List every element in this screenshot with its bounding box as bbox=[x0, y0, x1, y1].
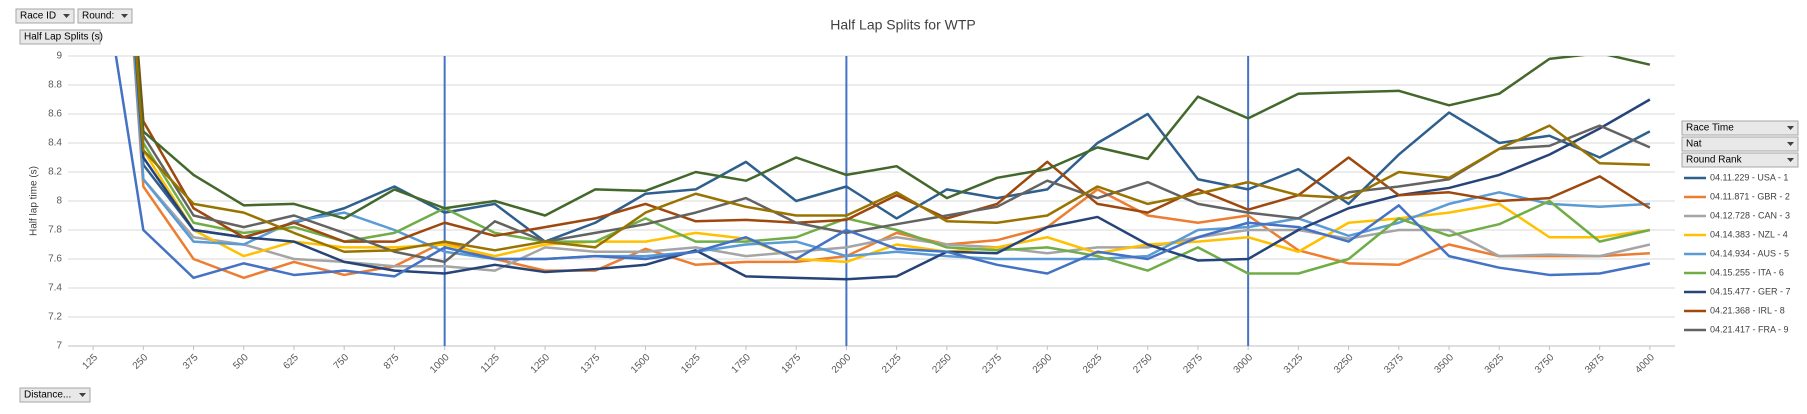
x-tick-label: 2625 bbox=[1081, 352, 1105, 376]
button-face[interactable] bbox=[1681, 136, 1799, 152]
button-face[interactable] bbox=[19, 387, 91, 403]
series-line bbox=[114, 56, 1651, 280]
x-tick-label: 1750 bbox=[729, 352, 753, 376]
button-face[interactable] bbox=[1681, 152, 1799, 168]
y-tick-label: 7.2 bbox=[48, 312, 62, 323]
dropdown-arrow[interactable] bbox=[121, 14, 128, 18]
y-tick-label: 7.6 bbox=[48, 254, 62, 265]
x-tick-label: 625 bbox=[281, 352, 301, 372]
dropdown-arrow[interactable] bbox=[1787, 142, 1794, 146]
button-face[interactable] bbox=[19, 29, 101, 45]
x-tick-label: 750 bbox=[332, 352, 352, 372]
button-label[interactable]: Race ID bbox=[20, 11, 56, 22]
x-tick-label: 1500 bbox=[629, 352, 653, 376]
x-tick-label: 3000 bbox=[1232, 352, 1256, 376]
legend-label: 04.14.383 - NZL - 4 bbox=[1710, 229, 1788, 239]
series-line bbox=[134, 56, 1651, 243]
plot-lines bbox=[114, 56, 1651, 281]
field-button[interactable]: Half Lap Splits (s) bbox=[19, 29, 103, 45]
legend-label: 04.21.417 - FRA - 9 bbox=[1710, 324, 1789, 334]
button-label[interactable]: Nat bbox=[1686, 139, 1702, 150]
y-tick-label: 8.6 bbox=[48, 109, 62, 120]
x-tick-label: 125 bbox=[81, 352, 101, 372]
button-label[interactable]: Half Lap Splits (s) bbox=[24, 32, 103, 43]
series-line bbox=[136, 56, 1651, 264]
series-line bbox=[133, 56, 1650, 261]
button-face[interactable] bbox=[77, 8, 133, 24]
legend-label: 04.12.728 - CAN - 3 bbox=[1710, 210, 1790, 220]
x-tick-label: 3500 bbox=[1432, 352, 1456, 376]
y-tick-label: 7.8 bbox=[48, 225, 62, 236]
legend-label: 04.21.368 - IRL - 8 bbox=[1710, 305, 1785, 315]
x-tick-label: 1125 bbox=[479, 352, 502, 375]
field-button[interactable]: Round: bbox=[77, 8, 133, 24]
x-tick-label: 3375 bbox=[1382, 352, 1406, 376]
button-label[interactable]: Round Rank bbox=[1686, 155, 1743, 166]
x-tick-label: 2750 bbox=[1131, 352, 1155, 376]
x-tick-label: 500 bbox=[231, 352, 251, 372]
button-face[interactable] bbox=[1681, 120, 1799, 136]
series-line bbox=[136, 56, 1651, 243]
x-tick-label: 1625 bbox=[679, 352, 703, 376]
series-line bbox=[135, 56, 1651, 275]
x-tick-label: 1000 bbox=[428, 352, 452, 376]
x-tick-label: 3125 bbox=[1282, 352, 1306, 376]
dropdown-arrow[interactable] bbox=[1787, 158, 1794, 162]
series-line bbox=[135, 56, 1650, 253]
legend-label: 04.11.871 - GBR - 2 bbox=[1710, 191, 1790, 201]
y-tick-label: 8.2 bbox=[48, 167, 62, 178]
y-tick-label: 9 bbox=[56, 51, 62, 62]
button-label[interactable]: Round: bbox=[82, 11, 114, 22]
legend-label: 04.11.229 - USA - 1 bbox=[1710, 172, 1788, 182]
dropdown-arrow[interactable] bbox=[1787, 126, 1794, 130]
y-tick-label: 7 bbox=[56, 341, 62, 352]
y-tick-label: 7.4 bbox=[48, 283, 62, 294]
x-tick-label: 875 bbox=[382, 352, 402, 372]
legend-label: 04.14.934 - AUS - 5 bbox=[1710, 248, 1789, 258]
field-button[interactable]: Race ID bbox=[15, 8, 75, 24]
series-line bbox=[134, 56, 1651, 281]
x-tick-label: 3875 bbox=[1583, 352, 1607, 376]
x-tick-label: 250 bbox=[131, 352, 151, 372]
y-tick-label: 8.8 bbox=[48, 80, 62, 91]
button-face[interactable] bbox=[15, 8, 75, 24]
x-tick-label: 375 bbox=[181, 352, 201, 372]
button-label[interactable]: Distance... bbox=[24, 390, 71, 401]
x-tick-label: 1875 bbox=[780, 352, 804, 376]
field-button[interactable]: Race Time bbox=[1681, 120, 1799, 136]
button-label[interactable]: Race Time bbox=[1686, 123, 1734, 134]
dropdown-arrow[interactable] bbox=[79, 393, 86, 397]
x-tick-label: 2000 bbox=[830, 352, 854, 376]
dropdown-arrow[interactable] bbox=[63, 14, 70, 18]
chart-title: Half Lap Splits for WTP bbox=[830, 17, 976, 33]
field-button[interactable]: Round Rank bbox=[1681, 152, 1799, 168]
series-line bbox=[132, 56, 1650, 280]
x-tick-label: 3750 bbox=[1533, 352, 1557, 376]
x-tick-label: 2125 bbox=[880, 352, 904, 376]
x-tick-label: 1250 bbox=[529, 352, 553, 376]
legend-label: 04.15.477 - GER - 7 bbox=[1710, 286, 1791, 296]
x-tick-label: 2375 bbox=[981, 352, 1005, 376]
field-button[interactable]: Nat bbox=[1681, 136, 1799, 152]
y-axis-label: Half lap time (s) bbox=[29, 166, 40, 236]
x-tick-label: 2875 bbox=[1181, 352, 1205, 376]
x-tick-label: 2500 bbox=[1031, 352, 1055, 376]
x-tick-label: 2250 bbox=[930, 352, 954, 376]
x-tick-label: 3250 bbox=[1332, 352, 1356, 376]
field-button[interactable]: Distance... bbox=[19, 387, 91, 403]
y-tick-label: 8.4 bbox=[48, 138, 62, 149]
series-line bbox=[136, 56, 1651, 220]
x-tick-label: 3625 bbox=[1483, 352, 1507, 376]
x-tick-label: 4000 bbox=[1633, 352, 1657, 376]
x-tick-label: 1375 bbox=[579, 352, 603, 376]
legend-label: 04.15.255 - ITA - 6 bbox=[1710, 267, 1784, 277]
y-tick-label: 8 bbox=[56, 196, 62, 207]
